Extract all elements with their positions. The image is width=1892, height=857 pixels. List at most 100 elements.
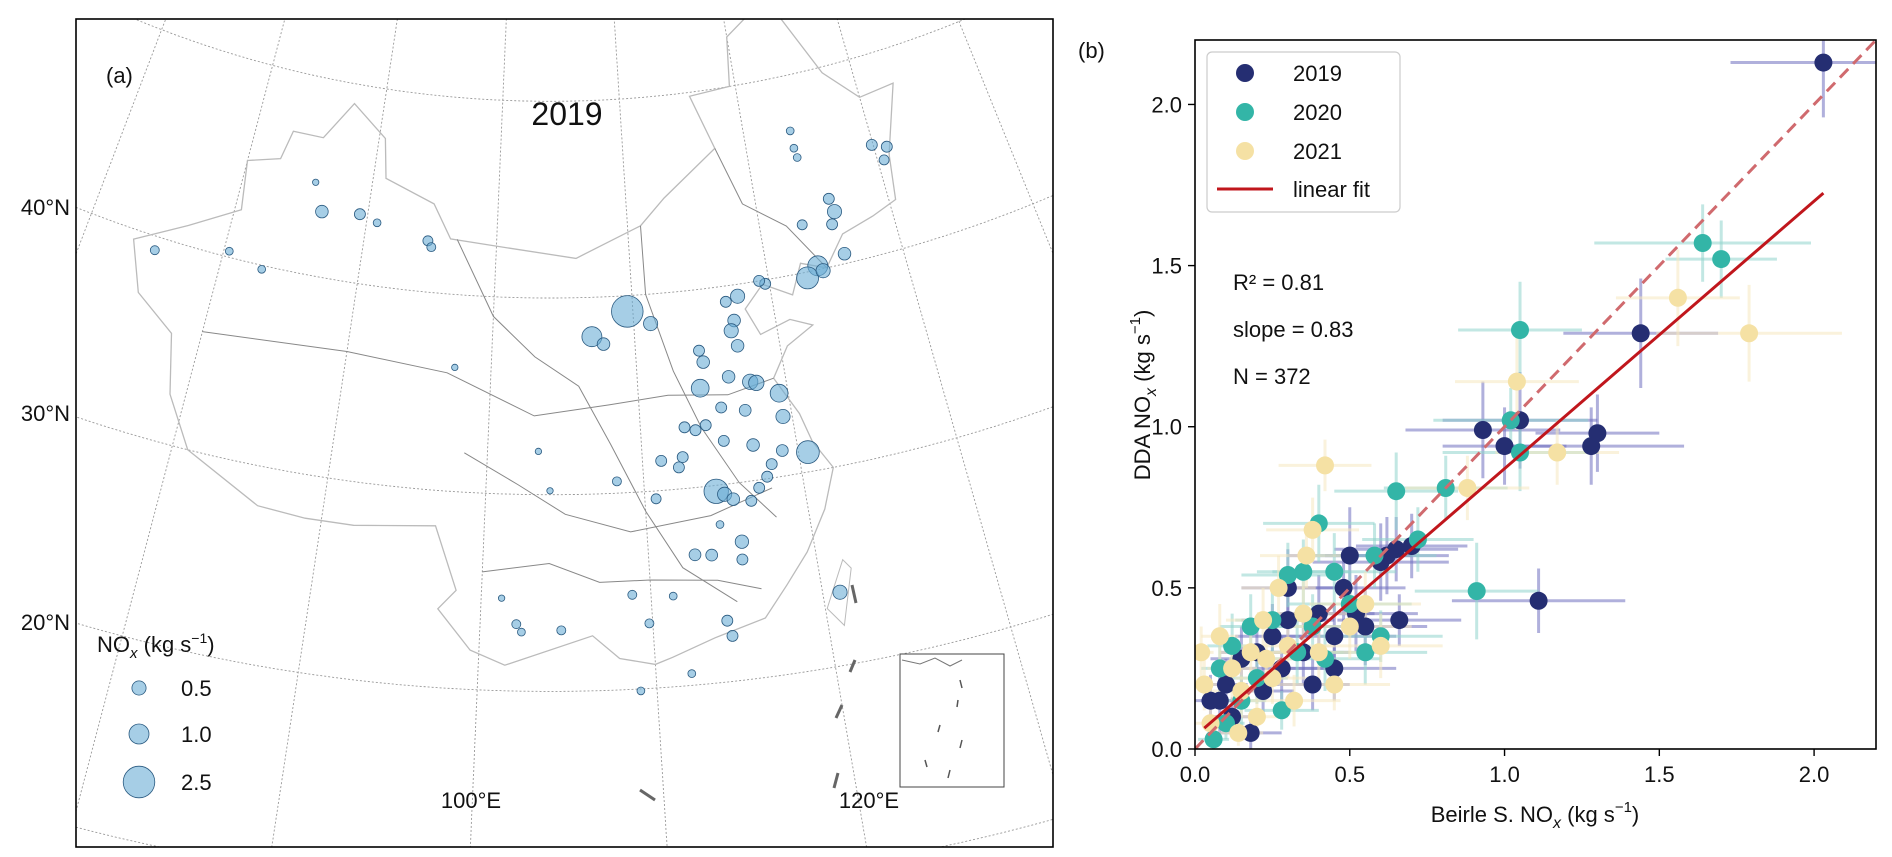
emission-site-marker <box>511 619 522 630</box>
emission-site-marker <box>721 370 736 384</box>
inset-dash <box>959 679 963 689</box>
panel-label-b: (b) <box>1078 38 1105 63</box>
emission-site-marker <box>596 337 611 351</box>
data-point-2020 <box>1325 562 1344 581</box>
map-china-outline <box>132 19 897 802</box>
data-point-2019 <box>1356 617 1375 636</box>
emission-site-marker <box>796 219 808 231</box>
emission-site-marker <box>726 630 739 642</box>
data-point-2020 <box>1247 669 1266 688</box>
emission-site-marker <box>796 266 819 290</box>
size-legend-marker-1.0 <box>128 723 150 745</box>
emission-site-marker <box>451 363 459 371</box>
emission-site-marker <box>827 204 843 220</box>
emission-site-marker <box>769 383 789 403</box>
province-border <box>456 239 738 603</box>
x-tick-label: 0.0 <box>1180 762 1211 787</box>
data-point-2021 <box>1668 288 1687 307</box>
data-point-2021 <box>1285 691 1304 710</box>
data-point-2019 <box>1588 424 1607 443</box>
stat-r2: R² = 0.81 <box>1233 270 1324 295</box>
data-point-2021 <box>1548 443 1567 462</box>
data-point-2020 <box>1272 701 1291 720</box>
data-point-2021 <box>1356 595 1375 613</box>
data-point-2019 <box>1814 53 1833 72</box>
legend-box <box>1206 51 1401 213</box>
emission-site-marker <box>765 458 778 471</box>
taiwan-border <box>826 558 852 627</box>
data-point-2020 <box>1511 443 1529 462</box>
legend-marker-2019 <box>1236 64 1254 82</box>
emission-site-marker <box>785 126 795 136</box>
emission-site-marker <box>696 355 710 369</box>
data-point-2021 <box>1229 723 1248 742</box>
emission-site-marker <box>534 447 543 455</box>
data-point-2021 <box>1232 682 1251 700</box>
data-point-2020 <box>1294 562 1313 581</box>
data-point-2021 <box>1740 324 1759 343</box>
emission-site-marker <box>612 476 622 487</box>
emission-site-marker <box>497 594 506 602</box>
emission-site-marker <box>315 204 329 219</box>
stat-slope: slope = 0.83 <box>1233 317 1353 342</box>
emission-site-marker <box>644 618 655 629</box>
emission-site-marker <box>676 451 689 464</box>
data-point-2020 <box>1408 530 1427 549</box>
reference-lines <box>1195 40 1876 749</box>
emission-site-marker <box>149 245 160 256</box>
emission-site-marker <box>721 614 734 627</box>
linear-fit-line <box>1203 191 1825 730</box>
data-point-2021 <box>1254 611 1273 630</box>
emission-site-marker <box>734 534 750 549</box>
inset-dash <box>947 769 951 779</box>
size-legend-label-1.0: 1.0 <box>181 722 212 747</box>
emission-site-marker <box>673 461 685 474</box>
data-point-2020 <box>1467 582 1486 601</box>
data-point-2020 <box>1223 636 1242 655</box>
emission-site-marker <box>353 208 366 221</box>
data-point-2020 <box>1356 643 1375 662</box>
emission-site-marker <box>730 288 746 304</box>
data-point-2019 <box>1325 627 1344 646</box>
y-tick-label: 0.5 <box>1151 576 1182 601</box>
lat-label-20: 20°N <box>21 610 70 635</box>
meridian-100 <box>469 19 507 847</box>
emission-site-marker <box>726 492 741 506</box>
y-tick-label: 1.0 <box>1151 415 1182 440</box>
meridian-80 <box>76 19 286 813</box>
map-size-legend: NOx (kg s−1) 0.5 1.0 2.5 <box>97 630 215 799</box>
x-tick-label: 1.0 <box>1489 762 1520 787</box>
data-point-2021 <box>1257 649 1276 668</box>
emission-site-marker <box>745 494 758 507</box>
emission-site-marker <box>753 481 766 494</box>
size-legend-marker-0.5 <box>131 680 147 696</box>
inset-coastline <box>901 657 963 667</box>
x-axis-label: Beirle S. NOx (kg s−1) <box>1431 799 1640 832</box>
legend-label-2021: 2021 <box>1293 139 1342 164</box>
data-point-2019 <box>1217 675 1235 694</box>
emission-site-marker <box>372 218 382 228</box>
emission-site-marker <box>792 153 802 162</box>
emission-site-marker <box>715 520 725 529</box>
emission-site-marker <box>837 246 852 261</box>
stat-n: N = 372 <box>1233 364 1311 389</box>
data-point-2020 <box>1210 659 1229 678</box>
emission-site-marker <box>517 627 526 637</box>
emission-site-marker <box>690 378 710 398</box>
data-point-2019 <box>1334 578 1353 597</box>
meridian-120 <box>723 19 868 847</box>
data-point-2021 <box>1340 617 1359 636</box>
data-point-2021 <box>1195 643 1211 662</box>
x-tick-label: 1.5 <box>1644 762 1675 787</box>
data-points <box>1195 53 1833 749</box>
emission-site-marker <box>789 143 799 153</box>
south-china-sea-inset <box>899 653 1005 788</box>
emission-site-marker <box>687 669 697 678</box>
data-point-2019 <box>1387 540 1406 559</box>
emission-site-marker <box>312 178 320 186</box>
data-point-2019 <box>1263 627 1282 646</box>
emission-site-marker <box>822 192 835 205</box>
emission-site-marker <box>688 548 702 562</box>
data-point-2020 <box>1365 546 1384 565</box>
